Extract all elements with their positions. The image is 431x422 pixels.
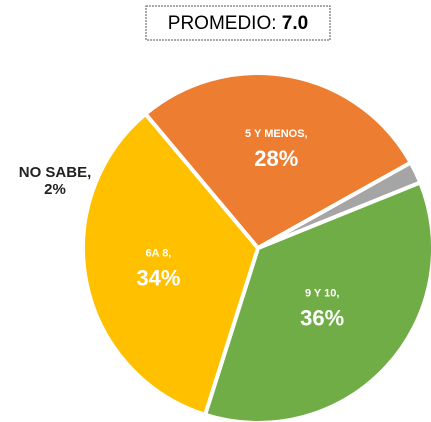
title-value: 7.0	[282, 13, 308, 34]
pie-slice	[81, 111, 261, 418]
slice-category: 9 Y 10,	[305, 287, 339, 299]
pie-slice	[142, 71, 414, 251]
slice-category: NO SABE,	[19, 164, 92, 181]
title-box	[145, 5, 331, 41]
pie-slice	[202, 179, 431, 422]
slice-category: 6A 8,	[145, 248, 171, 260]
title-text: PROMEDIO:	[168, 13, 277, 34]
slice-value: 34%	[136, 266, 180, 291]
chart-title: PROMEDIO: 7.0	[168, 13, 308, 34]
slice-value: 28%	[254, 146, 298, 171]
slice-value: 36%	[300, 305, 344, 330]
pie-slice	[257, 159, 423, 250]
slice-category: 5 Y MENOS,	[245, 128, 308, 140]
slice-value: 2%	[44, 181, 66, 198]
